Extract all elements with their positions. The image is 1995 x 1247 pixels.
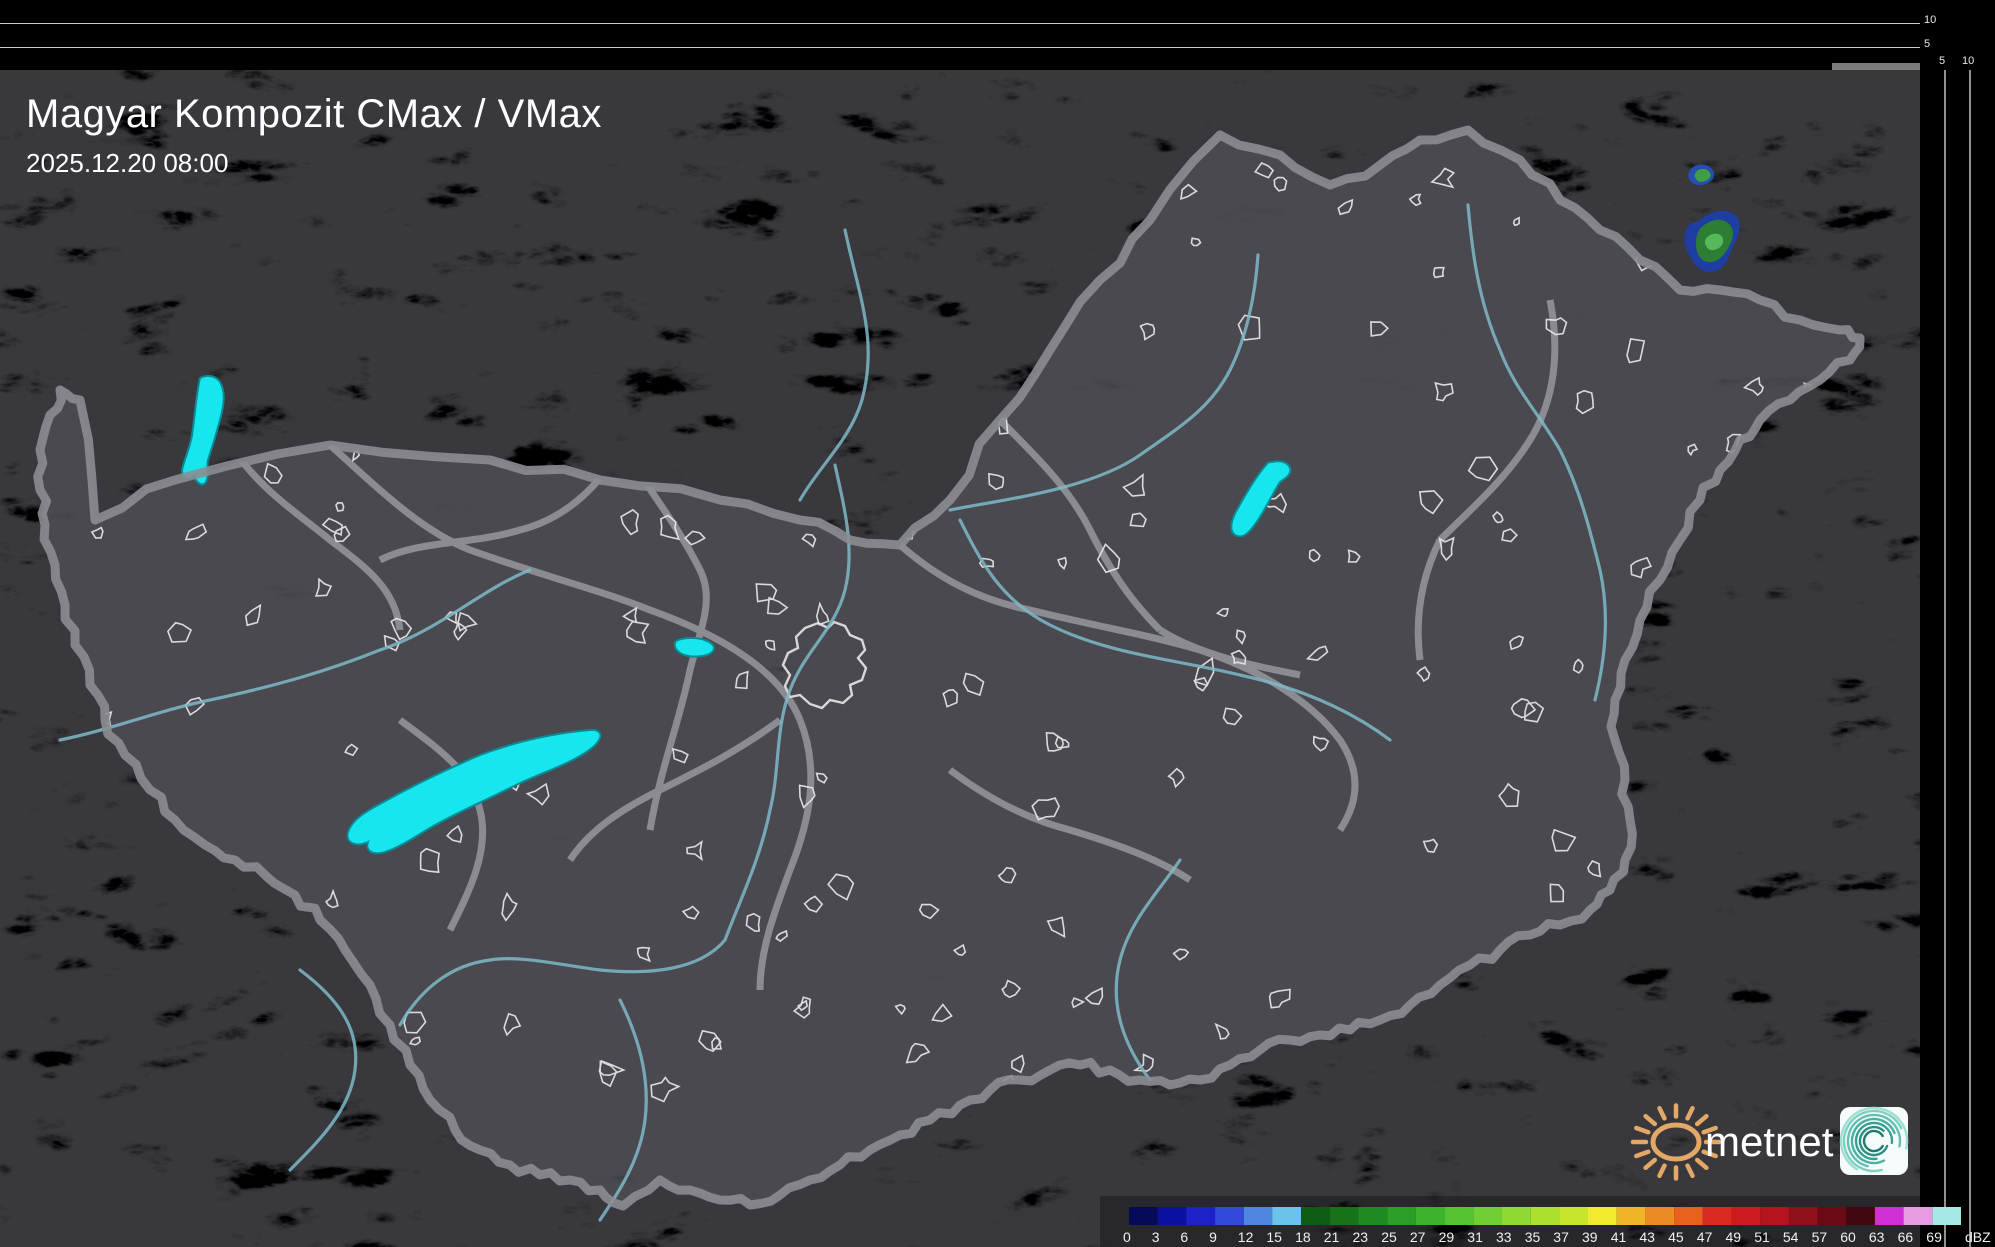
svg-text:metnet: metnet: [1705, 1118, 1834, 1165]
